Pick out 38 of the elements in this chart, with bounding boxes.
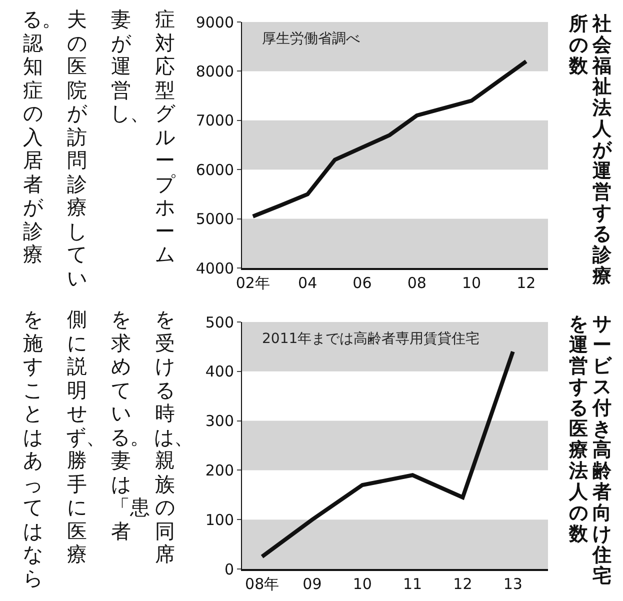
text: る。認知症の入居者が診療 <box>22 7 62 266</box>
x-tick-label: 10 <box>352 575 372 593</box>
y-tick-label: 8000 <box>196 62 234 80</box>
x-tick-label: 12 <box>453 575 472 593</box>
annotation: 厚生労働省調べ <box>262 31 360 47</box>
line-series <box>250 59 528 218</box>
y-tick-label: 9000 <box>196 13 234 32</box>
y-tick-label: 500 <box>205 313 234 332</box>
text: 症対応型グループホーム <box>155 7 175 266</box>
y-tick-label: 6000 <box>196 160 234 179</box>
x-tick-label: 06 <box>352 274 372 292</box>
x-tick-label: 11 <box>403 575 422 593</box>
x-tick-label: 09 <box>302 575 322 593</box>
x-tick-label: 08年 <box>245 575 280 593</box>
y-tick-label: 400 <box>205 362 234 381</box>
x-tick-label: 12 <box>516 274 536 292</box>
y-tick-label: 200 <box>205 461 234 480</box>
x-tick-label: 02年 <box>236 274 270 292</box>
y-tick-label: 4000 <box>196 259 234 278</box>
x-tick-label: 04 <box>298 274 318 292</box>
y-tick-label: 7000 <box>196 112 234 130</box>
x-tick-label: 08 <box>407 274 426 292</box>
line-series <box>260 350 515 559</box>
y-tick-label: 100 <box>205 510 234 529</box>
text: 妻が運営し、 <box>110 7 150 127</box>
text: 側に説明せず、勝手に医療 <box>66 307 106 566</box>
text: を受ける時は、親族の同席 <box>154 307 194 566</box>
chart-title: サービス付き高齢者向け住宅を運営する医療法人の数 <box>568 313 612 587</box>
y-tick-label: 300 <box>205 412 234 430</box>
text: 夫の医院が訪問診療してい <box>67 7 87 290</box>
y-tick-label: 0 <box>224 560 234 578</box>
chart-title: 社会福祉法人が運営する診療所の数 <box>568 13 612 287</box>
text: を求めている。妻は「患者 <box>110 307 150 542</box>
text: を施すことはあってはなら <box>23 307 43 590</box>
x-tick-label: 13 <box>503 575 522 593</box>
y-tick-label: 5000 <box>196 210 234 228</box>
annotation: 2011年までは高齢者専用賃貸住宅 <box>262 331 480 347</box>
x-tick-label: 10 <box>462 274 482 292</box>
